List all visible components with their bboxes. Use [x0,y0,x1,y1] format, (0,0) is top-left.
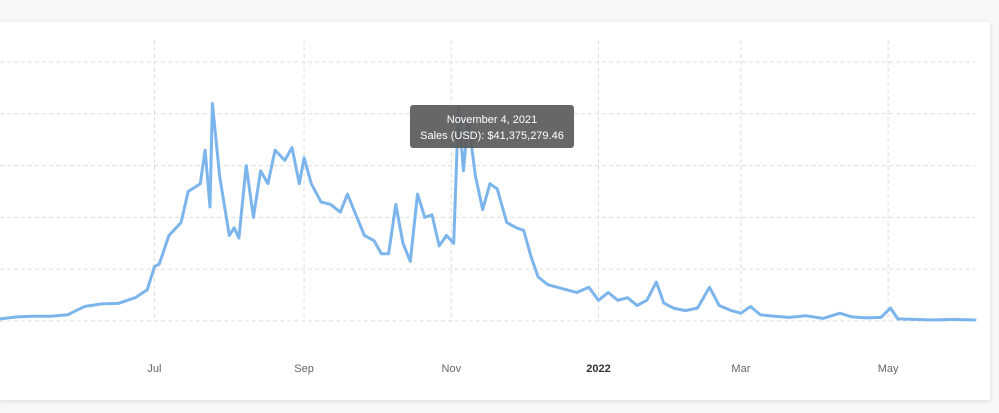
tooltip-date: November 4, 2021 [446,114,538,126]
x-tick-label: Jul [147,363,161,375]
x-tick-label: Mar [731,363,750,375]
x-axis-tick-labels: Jul Sep Nov 2022 Mar May [147,363,899,375]
chart-tooltip: November 4, 2021 Sales (USD): $41,375,27… [410,105,574,148]
chart-gridlines [0,40,975,322]
x-tick-label: May [878,363,899,375]
x-tick-label: Sep [294,363,314,375]
x-tick-label: Nov [442,363,462,375]
chart-card [0,22,990,400]
sales-series-line[interactable] [0,101,977,322]
x-tick-label: 2022 [586,363,610,375]
tooltip-value: Sales (USD): $41,375,279.46 [420,130,564,142]
